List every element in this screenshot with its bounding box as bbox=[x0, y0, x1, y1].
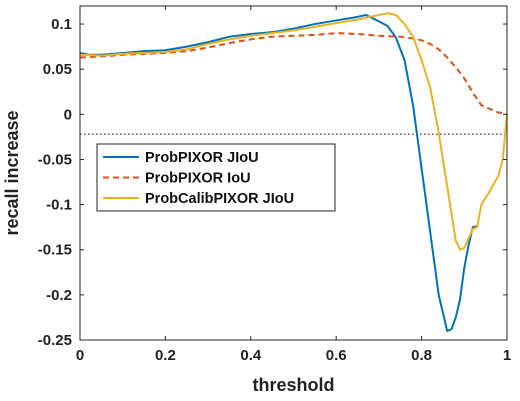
plot-frame bbox=[79, 5, 508, 341]
x-tick-label: 0.6 bbox=[326, 347, 347, 364]
y-tick-label: -0.1 bbox=[46, 197, 72, 214]
legend-label-1: ProbPIXOR JIoU bbox=[145, 150, 259, 166]
y-axis-label: recall increase bbox=[2, 110, 22, 235]
x-tick-label: 0.4 bbox=[240, 347, 262, 364]
y-tick-label: -0.25 bbox=[38, 332, 72, 349]
series-line-1 bbox=[79, 14, 478, 332]
legend-label-2: ProbPIXOR IoU bbox=[145, 171, 251, 187]
series-line-3 bbox=[79, 12, 508, 251]
x-tick-label: 0.8 bbox=[411, 347, 432, 364]
ticks-group: 0 0.2 0.4 0.6 0.8 1 0.1 0.05 0 -0.05 -0.1 -0.15 -0.2… bbox=[38, 6, 511, 364]
y-tick-label: 0.05 bbox=[43, 61, 72, 78]
series-group bbox=[79, 12, 508, 332]
y-tick-label: 0 bbox=[64, 106, 72, 123]
legend-label-3: ProbCalibPIXOR JIoU bbox=[145, 191, 294, 207]
x-tick-label: 1 bbox=[503, 347, 511, 364]
y-tick-label: -0.15 bbox=[38, 242, 72, 259]
series-line-2 bbox=[79, 32, 508, 115]
x-axis-label: threshold bbox=[252, 375, 334, 395]
y-tick-label: 0.1 bbox=[51, 16, 72, 33]
x-tick-label: 0.2 bbox=[155, 347, 176, 364]
x-tick-label: 0 bbox=[76, 347, 84, 364]
y-tick-label: -0.2 bbox=[46, 287, 72, 304]
legend: ProbPIXOR JIoU ProbPIXOR IoU ProbCalibPIXO… bbox=[96, 143, 336, 212]
y-tick-label: -0.05 bbox=[38, 151, 72, 168]
